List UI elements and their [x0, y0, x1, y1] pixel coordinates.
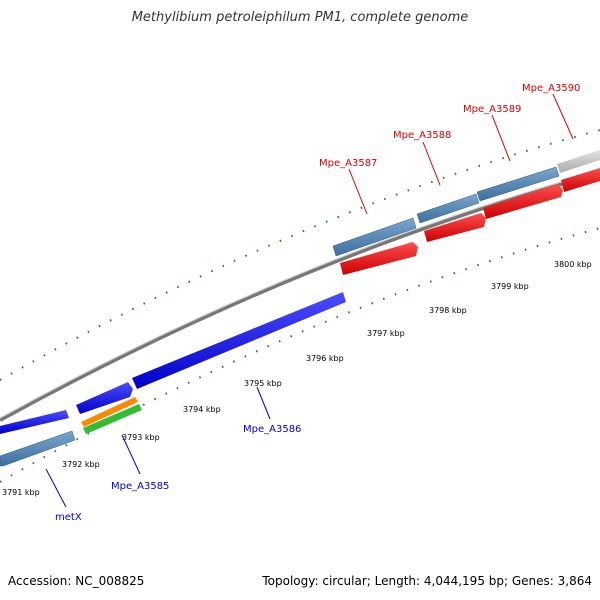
gene-feature[interactable] [561, 168, 600, 192]
gene-feature[interactable] [340, 242, 418, 275]
gene-feature[interactable] [416, 193, 480, 224]
scale-label: 3794 kbp [183, 405, 221, 414]
gene-label-mpe-a3588[interactable]: Mpe_A3588 [393, 130, 451, 141]
page-title: Methylibium petroleiphilum PM1, complete… [131, 10, 469, 25]
gene-feature[interactable] [332, 217, 417, 257]
gene-feature[interactable] [0, 430, 76, 467]
leader-line [491, 114, 511, 162]
gene-feature[interactable] [557, 150, 600, 173]
gene-track-outer [0, 150, 600, 434]
scale-label: 3797 kbp [367, 329, 405, 338]
gene-label-mpe-a3589[interactable]: Mpe_A3589 [463, 104, 521, 115]
gene-feature[interactable] [132, 292, 346, 389]
leader-line [422, 141, 441, 186]
gene-feature[interactable] [81, 397, 138, 427]
gene-label-mpe-a3587[interactable]: Mpe_A3587 [319, 158, 377, 169]
leader-line [256, 386, 271, 420]
gene-feature[interactable] [0, 410, 69, 434]
gene-feature[interactable] [83, 404, 142, 434]
gene-label-metX[interactable]: metX [55, 512, 82, 523]
leader-line [121, 434, 141, 475]
gene-label-mpe-a3586[interactable]: Mpe_A3586 [243, 424, 301, 435]
scale-label: 3798 kbp [429, 306, 467, 315]
gene-feature[interactable] [476, 166, 560, 202]
gene-feature[interactable] [483, 184, 563, 219]
scale-label: 3791 kbp [2, 488, 40, 497]
scale-label: 3799 kbp [491, 282, 529, 291]
accession-text: Accession: NC_008825 [8, 574, 145, 588]
leader-line [348, 168, 368, 215]
leader-line [45, 468, 67, 508]
gene-feature[interactable] [424, 213, 486, 242]
scale-label: 3796 kbp [306, 354, 344, 363]
gene-track-inner [0, 168, 600, 467]
genome-summary-text: Topology: circular; Length: 4,044,195 bp… [262, 574, 592, 588]
leader-line [552, 93, 574, 140]
gene-label-mpe-a3590[interactable]: Mpe_A3590 [522, 83, 580, 94]
scale-label: 3800 kbp [554, 260, 592, 269]
scale-labels: 3791 kbp 3792 kbp 3793 kbp 3794 kbp 3795… [2, 260, 592, 497]
scale-label: 3793 kbp [122, 433, 160, 442]
genome-backbone-highlight [0, 170, 600, 419]
outer-tick-ring [0, 129, 600, 381]
gene-labels: metX Mpe_A3585 Mpe_A3586 Mpe_A3587 Mpe_A… [45, 83, 580, 523]
scale-label: 3795 kbp [244, 379, 282, 388]
gene-label-mpe-a3585[interactable]: Mpe_A3585 [111, 481, 169, 492]
gene-feature[interactable] [76, 382, 133, 414]
inner-tick-ring [0, 227, 600, 483]
scale-label: 3792 kbp [62, 460, 100, 469]
